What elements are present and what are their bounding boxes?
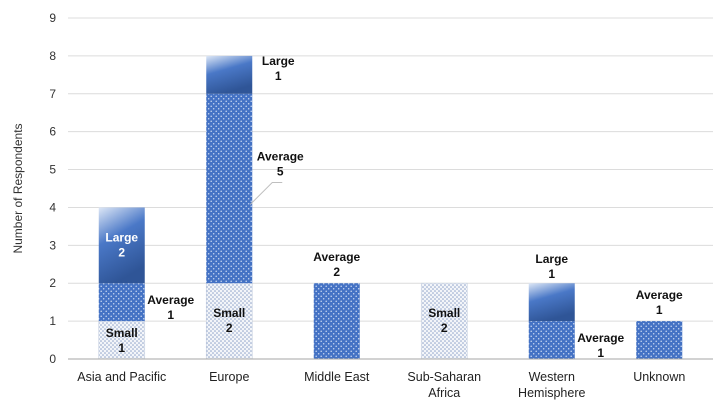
x-category-label: Asia and Pacific bbox=[77, 370, 166, 384]
y-axis-ticks: 0 1 2 3 4 5 6 7 8 9 bbox=[49, 11, 56, 366]
y-tick-label: 0 bbox=[49, 352, 56, 366]
data-label: Large 1 bbox=[262, 54, 295, 83]
y-tick-label: 9 bbox=[49, 11, 56, 25]
bar-average bbox=[636, 321, 683, 359]
bar-average bbox=[528, 321, 575, 359]
data-label: Average 1 bbox=[147, 293, 194, 322]
x-category-label: Unknown bbox=[633, 370, 685, 384]
data-label: Small 1 bbox=[106, 326, 138, 355]
data-label: Average 1 bbox=[636, 288, 683, 317]
y-axis-label: Number of Respondents bbox=[11, 123, 25, 253]
bar-average bbox=[313, 283, 360, 359]
data-label: Large 1 bbox=[535, 252, 568, 281]
x-category-label: Europe bbox=[209, 370, 249, 384]
y-tick-label: 7 bbox=[49, 87, 56, 101]
bar-small bbox=[205, 282, 253, 360]
data-label: Large 2 bbox=[105, 230, 138, 259]
data-label: Average 2 bbox=[313, 250, 360, 279]
data-label: Small 2 bbox=[213, 306, 245, 335]
bar-average bbox=[206, 93, 253, 284]
bar-large bbox=[528, 283, 575, 322]
x-category-label: Western Hemisphere bbox=[518, 370, 585, 400]
bar-large bbox=[98, 207, 145, 284]
data-label: Average 5 bbox=[257, 150, 304, 179]
leader-line bbox=[249, 182, 283, 205]
data-label: Small 2 bbox=[428, 306, 460, 335]
leader-lines bbox=[249, 182, 283, 205]
bar-average bbox=[98, 283, 145, 322]
x-axis-categories: Asia and Pacific Europe Middle East Sub-Sah… bbox=[77, 370, 685, 400]
y-tick-label: 6 bbox=[49, 125, 56, 139]
y-tick-label: 1 bbox=[49, 314, 56, 328]
y-tick-label: 2 bbox=[49, 276, 56, 290]
y-tick-label: 8 bbox=[49, 49, 56, 63]
bar-small bbox=[420, 282, 468, 360]
data-labels: Small 1 Average 1 Large 2 Small 2 Average 5 Large 1… bbox=[105, 54, 683, 360]
bar-small bbox=[98, 320, 146, 360]
y-tick-label: 3 bbox=[49, 238, 56, 252]
bars bbox=[98, 55, 683, 360]
x-category-label: Middle East bbox=[304, 370, 370, 384]
y-tick-label: 4 bbox=[49, 200, 56, 214]
data-label: Average 1 bbox=[577, 331, 624, 360]
bar-large bbox=[206, 55, 253, 94]
gridlines bbox=[68, 17, 713, 322]
x-category-label: Sub-Saharan Africa bbox=[407, 370, 481, 400]
y-tick-label: 5 bbox=[49, 163, 56, 177]
